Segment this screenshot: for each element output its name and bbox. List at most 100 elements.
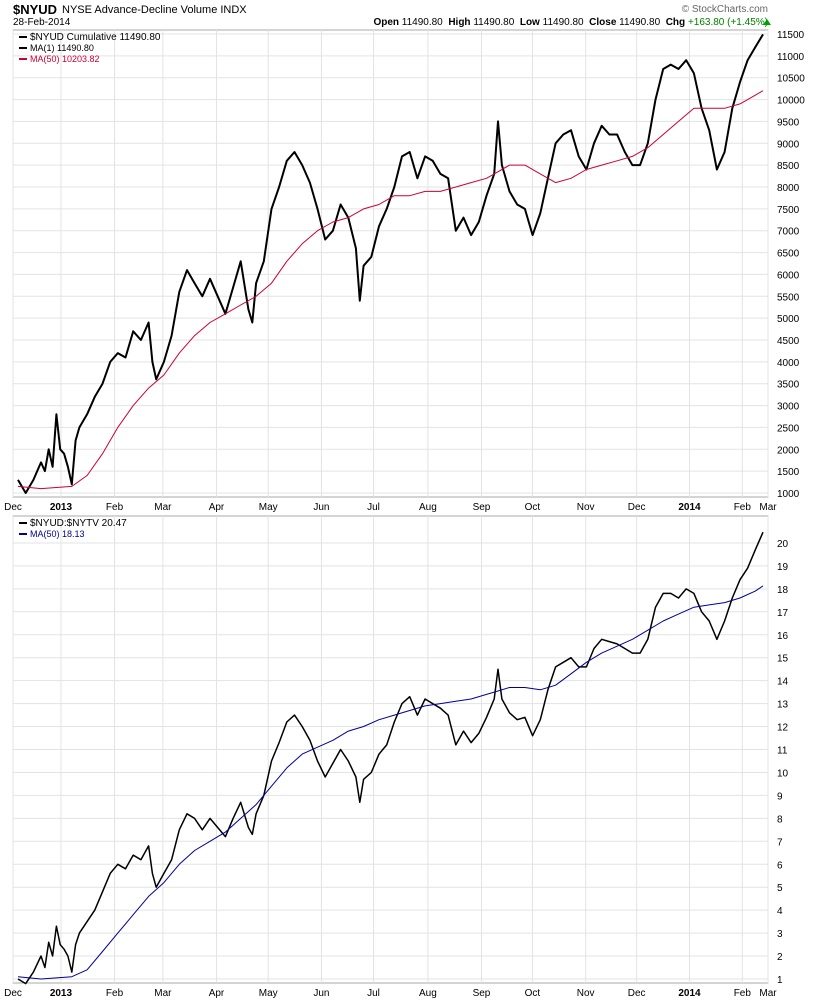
legend-entry: MA(50) 18.13 (30, 529, 85, 539)
y-tick-label: 9500 (777, 117, 800, 128)
y-tick-label: 10000 (777, 96, 805, 107)
x-tick-label: Mar (154, 988, 172, 999)
y-tick-label: 5 (777, 883, 783, 894)
legend-entry: MA(50) 10203.82 (30, 54, 100, 64)
y-tick-label: 5000 (777, 314, 800, 325)
y-tick-label: 4 (777, 906, 783, 917)
x-tick-label: Feb (106, 988, 124, 999)
symbol-description: NYSE Advance-Decline Volume INDX (62, 4, 247, 16)
x-tick-label: Jun (313, 502, 329, 513)
open-value: 11490.80 (401, 17, 443, 28)
chart-date: 28-Feb-2014 (13, 17, 71, 28)
x-tick-label: 2013 (50, 502, 73, 513)
y-tick-label: 1000 (777, 489, 800, 500)
x-tick-label: Dec (628, 988, 646, 999)
y-tick-label: 9 (777, 791, 783, 802)
series-line-1 (17, 33, 764, 494)
x-tick-label: May (259, 502, 278, 513)
chg-value: +163.80 (+1.45%) (687, 17, 768, 28)
close-label: Close (589, 17, 617, 28)
y-tick-label: 1500 (777, 467, 800, 478)
y-tick-label: 2000 (777, 445, 800, 456)
x-tick-label: Feb (734, 502, 752, 513)
y-tick-label: 8 (777, 814, 783, 825)
y-tick-label: 4000 (777, 358, 800, 369)
y-tick-label: 20 (777, 539, 789, 550)
y-tick-label: 14 (777, 677, 789, 688)
chg-label: Chg (665, 17, 686, 28)
panel-1: 1000 1500 2000 2500 3000 3500 4000 4500 5000 5500… (4, 29, 805, 513)
x-tick-label: Nov (577, 988, 595, 999)
x-tick-label: Jun (313, 988, 329, 999)
y-tick-label: 7000 (777, 227, 800, 238)
x-tick-label: Apr (209, 502, 225, 513)
x-tick-label: Dec (628, 502, 646, 513)
series-line-2 (17, 585, 764, 980)
x-tick-label: Nov (577, 502, 595, 513)
x-tick-label: Mar (759, 988, 777, 999)
y-tick-label: 12 (777, 723, 789, 734)
y-tick-label: 1 (777, 975, 783, 986)
x-tick-label: Jul (367, 988, 380, 999)
y-tick-label: 7500 (777, 205, 800, 216)
y-tick-label: 10500 (777, 74, 805, 85)
x-tick-label: 2013 (50, 988, 73, 999)
legend-entry: $NYUD Cumulative 11490.80 (30, 32, 161, 43)
y-tick-label: 6500 (777, 249, 800, 260)
legend-entry: $NYUD:$NYTV 20.47 (30, 518, 127, 529)
x-tick-label: 2014 (678, 502, 701, 513)
y-tick-label: 15 (777, 654, 789, 665)
x-tick-label: Mar (154, 502, 172, 513)
x-tick-label: Oct (525, 502, 541, 513)
up-arrow-icon (763, 19, 771, 25)
y-tick-label: 6000 (777, 270, 800, 281)
y-tick-label: 8500 (777, 161, 800, 172)
series-line-1 (17, 531, 764, 985)
x-tick-label: Dec (4, 988, 22, 999)
x-tick-label: Apr (209, 988, 225, 999)
x-tick-label: Mar (759, 502, 777, 513)
x-tick-label: Sep (473, 988, 491, 999)
low-value: 11490.80 (542, 17, 584, 28)
x-tick-label: Jul (367, 502, 380, 513)
y-tick-label: 9000 (777, 139, 800, 150)
y-tick-label: 2500 (777, 423, 800, 434)
series-line-3 (17, 90, 764, 490)
x-tick-label: Aug (419, 988, 437, 999)
y-tick-label: 5500 (777, 292, 800, 303)
y-tick-label: 4500 (777, 336, 800, 347)
y-tick-label: 3500 (777, 380, 800, 391)
x-tick-label: Oct (525, 988, 541, 999)
x-tick-label: May (259, 988, 278, 999)
x-tick-label: Feb (106, 502, 124, 513)
open-label: Open (373, 17, 399, 28)
y-tick-label: 16 (777, 631, 789, 642)
legend-entry: MA(1) 11490.80 (30, 43, 94, 53)
y-tick-label: 3 (777, 929, 783, 940)
brand-watermark: © StockCharts.com (681, 4, 768, 15)
x-tick-label: Aug (419, 502, 437, 513)
y-tick-label: 18 (777, 585, 789, 596)
x-tick-label: Sep (473, 502, 491, 513)
y-tick-label: 11500 (777, 30, 805, 41)
y-tick-label: 19 (777, 562, 789, 573)
high-value: 11490.80 (473, 17, 515, 28)
y-tick-label: 11000 (777, 52, 805, 63)
close-value: 11490.80 (619, 17, 661, 28)
y-tick-label: 17 (777, 608, 789, 619)
y-tick-label: 8000 (777, 183, 800, 194)
y-tick-label: 13 (777, 700, 789, 711)
ohlc-readout: Open 11490.80 High 11490.80 Low 11490.80… (373, 17, 768, 28)
y-tick-label: 3000 (777, 402, 800, 413)
x-tick-label: 2014 (678, 988, 701, 999)
high-label: High (448, 17, 471, 28)
y-tick-label: 7 (777, 837, 783, 848)
y-tick-label: 2 (777, 952, 783, 963)
y-tick-label: 6 (777, 860, 783, 871)
y-tick-label: 11 (777, 746, 788, 757)
y-tick-label: 10 (777, 768, 789, 779)
x-tick-label: Feb (734, 988, 752, 999)
low-label: Low (519, 17, 540, 28)
